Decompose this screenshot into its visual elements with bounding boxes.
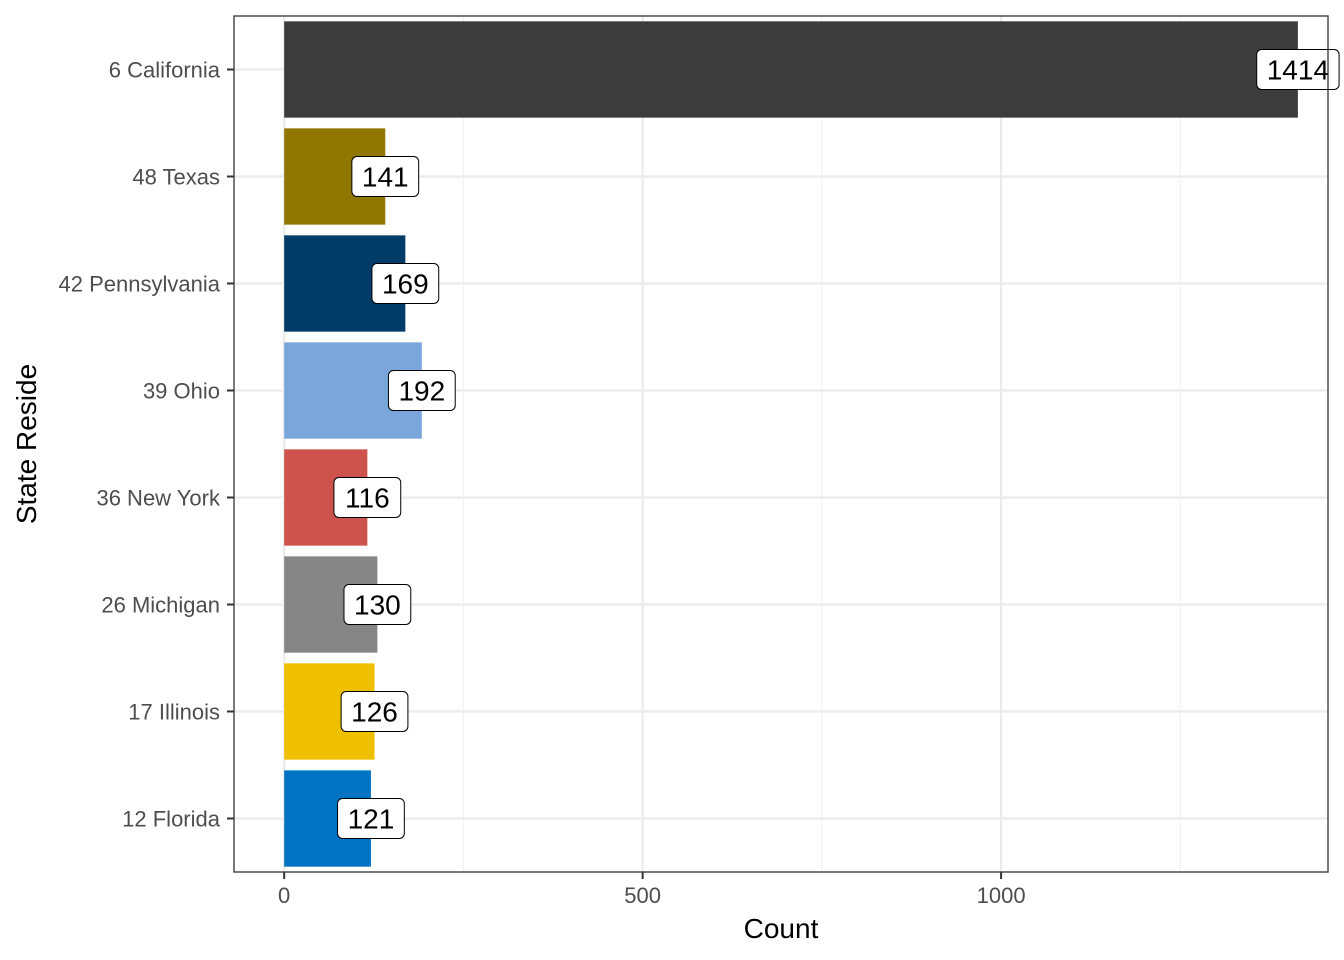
x-tick-label: 0 [278,883,290,908]
data-label-text: 192 [398,376,445,407]
y-tick-label: 6 California [109,58,221,83]
major-grid [234,16,1328,872]
data-label: 141 [351,156,420,197]
data-label: 126 [340,691,409,732]
bars [284,21,1298,867]
y-axis: 6 California 48 Texas 42 Pennsylvania 39 Oh… [59,58,234,832]
panel-background [234,16,1328,872]
data-label: 130 [343,584,412,625]
y-tick-label: 42 Pennsylvania [59,272,221,297]
data-label-text: 169 [382,269,429,300]
data-label-box [387,370,456,411]
minor-grid [462,16,1181,872]
data-label-box [337,798,405,839]
bar [284,21,1298,118]
data-label-text: 126 [351,697,398,728]
panel-border [233,15,1329,873]
x-axis-title: Count [744,913,819,944]
y-axis-title: State Reside [11,364,42,524]
data-label-box [333,477,402,518]
y-tick-label: 12 Florida [122,807,221,832]
data-label: 1414 [1256,49,1340,90]
y-tick-label: 26 Michigan [101,593,220,618]
y-tick-label: 36 New York [96,486,221,511]
x-axis: 0 500 1000 [278,872,1026,908]
y-tick-label: 48 Texas [132,165,220,190]
y-tick-label: 17 Illinois [128,700,220,725]
data-label-box [343,584,412,625]
data-label-box [1256,49,1340,90]
data-label: 169 [371,263,440,304]
data-label-box [351,156,420,197]
data-label: 121 [337,798,405,839]
data-label-text: 116 [345,483,390,514]
data-label: 192 [387,370,456,411]
x-tick-label: 500 [624,883,661,908]
data-label-box [340,691,409,732]
y-tick-label: 39 Ohio [143,379,220,404]
data-label-text: 141 [362,162,409,193]
x-tick-label: 1000 [977,883,1026,908]
data-label-box [371,263,440,304]
data-labels: 1414 141 169 192 116 130 126 121 [333,49,1340,839]
data-label-text: 1414 [1267,55,1329,86]
data-label-text: 121 [348,804,395,835]
data-label-text: 130 [354,590,401,621]
data-label: 116 [333,477,402,518]
